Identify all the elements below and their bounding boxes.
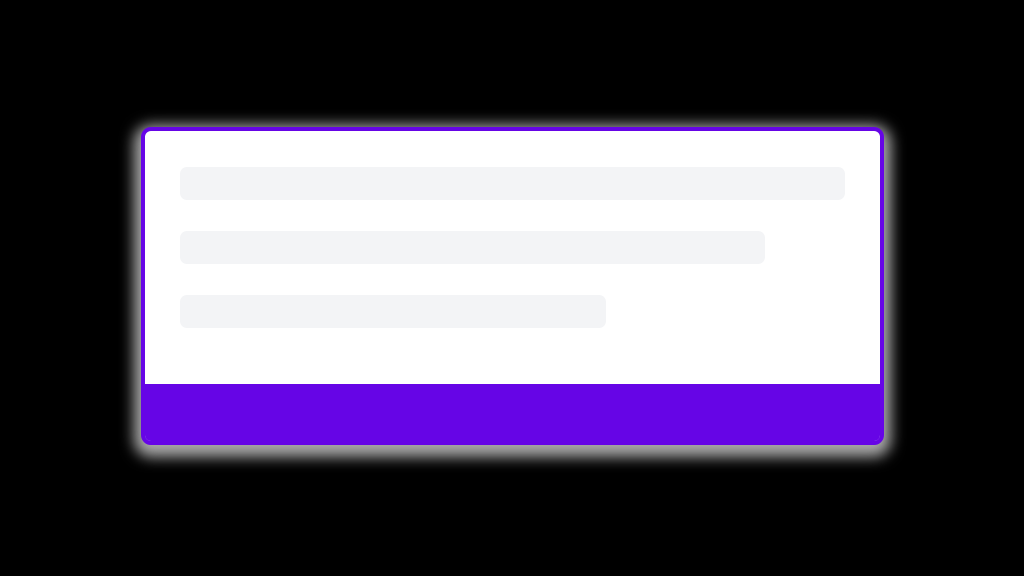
card-footer-bar (145, 384, 880, 441)
card-content (145, 131, 880, 384)
skeleton-line-1 (180, 167, 845, 200)
skeleton-card (141, 127, 884, 445)
skeleton-line-2 (180, 231, 766, 264)
skeleton-line-3 (180, 295, 606, 328)
